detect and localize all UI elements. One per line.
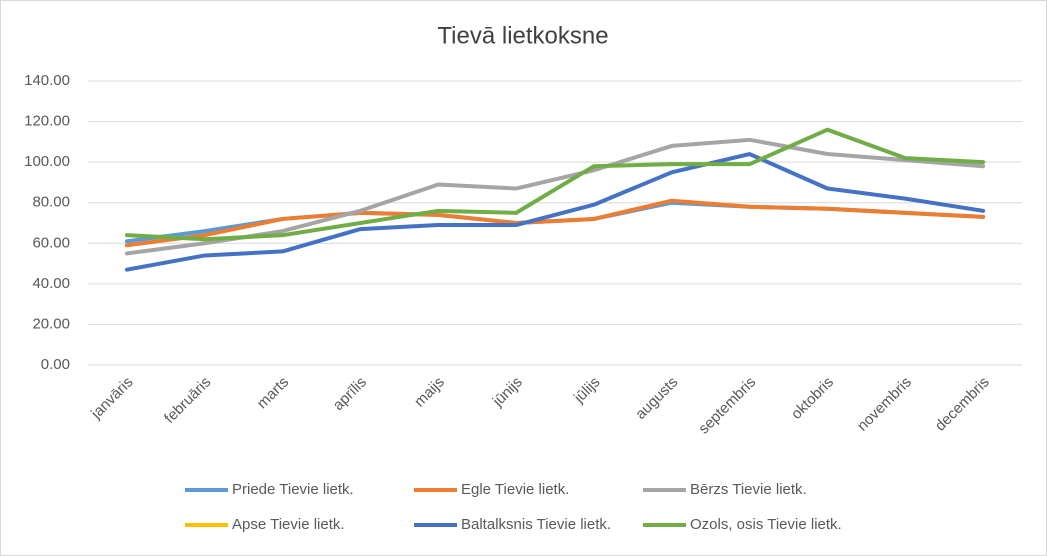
series-line: [124, 137, 986, 256]
legend-label: Apse Tievie lietk.: [232, 516, 345, 533]
chart-title: Tievā lietkoksne: [437, 22, 608, 49]
legend-label: Bērzs Tievie lietk.: [690, 481, 807, 498]
legend-label: Ozols, osis Tievie lietk.: [690, 516, 842, 533]
series-line: [124, 127, 986, 242]
y-tick-label: 100.00: [24, 153, 70, 170]
legend-label: Egle Tievie lietk.: [461, 481, 569, 498]
legend-label: Baltalksnis Tievie lietk.: [461, 516, 611, 533]
y-tick-label: 60.00: [32, 234, 70, 251]
y-tick-label: 20.00: [32, 315, 70, 332]
y-tick-label: 120.00: [24, 113, 70, 130]
y-tick-label: 140.00: [24, 72, 70, 89]
series-line: [124, 198, 986, 248]
series-line: [124, 152, 986, 272]
y-tick-label: 40.00: [32, 275, 70, 292]
legend-label: Priede Tievie lietk.: [232, 481, 354, 498]
y-tick-label: 80.00: [32, 194, 70, 211]
y-tick-label: 0.00: [41, 356, 70, 373]
